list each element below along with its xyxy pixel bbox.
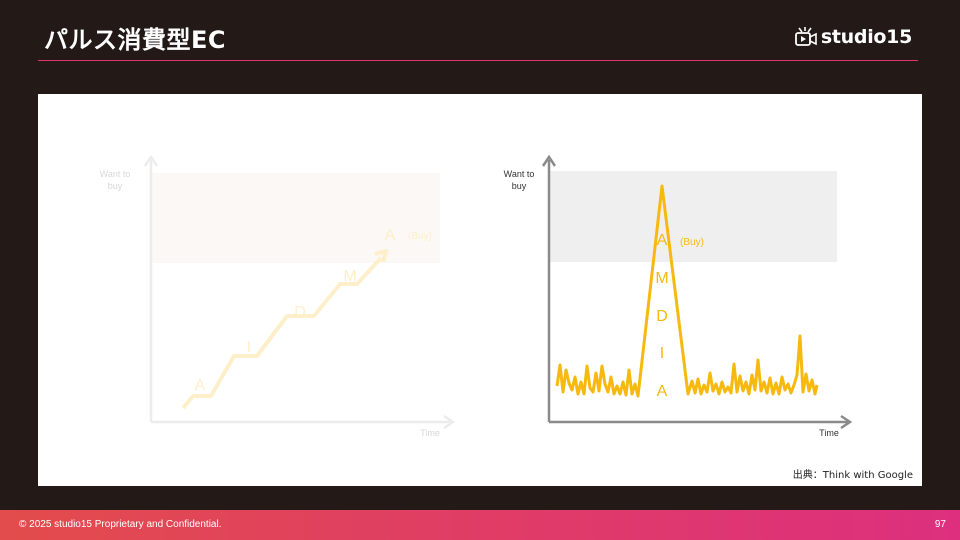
logo-wordmark: studio15 xyxy=(820,26,912,48)
left-aidma-diagram: Want to buy Time A I D M A (Buy) xyxy=(100,154,456,438)
aidma-comparison-diagram: Want to buy Time A I D M A (Buy) Want to… xyxy=(100,154,853,438)
page-number: 97 xyxy=(934,519,946,530)
left-staircase-line xyxy=(181,256,383,410)
left-buy-label: (Buy) xyxy=(408,231,432,242)
left-x-label: Time xyxy=(420,428,440,438)
slide-title: パルス消費型EC xyxy=(44,26,227,54)
left-stage-i: I xyxy=(247,339,251,356)
right-stage-a-bottom: A xyxy=(657,383,668,400)
right-stage-i: I xyxy=(660,345,664,362)
right-stage-m: M xyxy=(655,270,668,287)
right-y-label-2: buy xyxy=(512,181,527,191)
left-stage-a2: A xyxy=(385,227,396,244)
right-pulse-diagram: Want to buy Time A (Buy) M D I A xyxy=(504,154,853,438)
left-buy-zone xyxy=(152,173,440,263)
left-y-label-2: buy xyxy=(108,181,123,191)
left-stage-d: D xyxy=(294,304,306,321)
source-credit: 出典：Think with Google xyxy=(792,470,913,481)
right-pulse-line xyxy=(555,184,819,398)
right-y-label-1: Want to xyxy=(504,169,535,179)
studio15-logo: studio15 xyxy=(794,26,912,48)
right-buy-zone xyxy=(550,171,837,262)
title-divider xyxy=(38,60,918,61)
footer-bar: © 2025 studio15 Proprietary and Confiden… xyxy=(0,510,960,540)
right-buy-label: (Buy) xyxy=(680,237,704,248)
left-stage-a1: A xyxy=(195,377,206,394)
right-stage-d: D xyxy=(656,308,668,325)
right-x-label: Time xyxy=(819,428,839,438)
video-camera-icon xyxy=(794,27,817,46)
right-stage-a-top: A xyxy=(657,232,668,249)
diagram-panel: Want to buy Time A I D M A (Buy) Want to… xyxy=(38,94,922,486)
copyright-text: © 2025 studio15 Proprietary and Confiden… xyxy=(19,519,222,530)
left-y-label-1: Want to xyxy=(100,169,131,179)
left-stage-m: M xyxy=(343,268,356,285)
